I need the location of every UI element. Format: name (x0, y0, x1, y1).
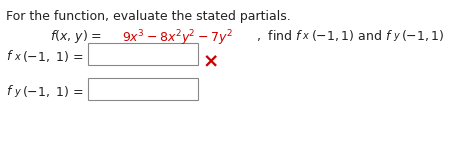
Text: $(-1, 1)$: $(-1, 1)$ (401, 28, 445, 43)
Text: $f$($x$, $y$) =: $f$($x$, $y$) = (50, 28, 103, 45)
Text: For the function, evaluate the stated partials.: For the function, evaluate the stated pa… (6, 10, 291, 23)
Text: $f$: $f$ (6, 49, 14, 63)
Text: $x$: $x$ (14, 52, 22, 62)
Text: ×: × (203, 52, 219, 71)
Text: $y$: $y$ (14, 87, 22, 99)
Text: $(-1,\ 1)$ =: $(-1,\ 1)$ = (22, 49, 84, 64)
FancyBboxPatch shape (88, 43, 198, 65)
Text: $y$: $y$ (393, 31, 401, 43)
FancyBboxPatch shape (88, 78, 198, 100)
Text: ,  find $f$: , find $f$ (256, 28, 303, 43)
Text: $9x^3 - 8x^2y^2 - 7y^2$: $9x^3 - 8x^2y^2 - 7y^2$ (122, 28, 233, 48)
Text: $f$: $f$ (6, 84, 14, 98)
Text: $(-1, 1)$ and $f$: $(-1, 1)$ and $f$ (311, 28, 393, 43)
Text: $x$: $x$ (302, 31, 310, 41)
Text: $(-1,\ 1)$ =: $(-1,\ 1)$ = (22, 84, 84, 99)
